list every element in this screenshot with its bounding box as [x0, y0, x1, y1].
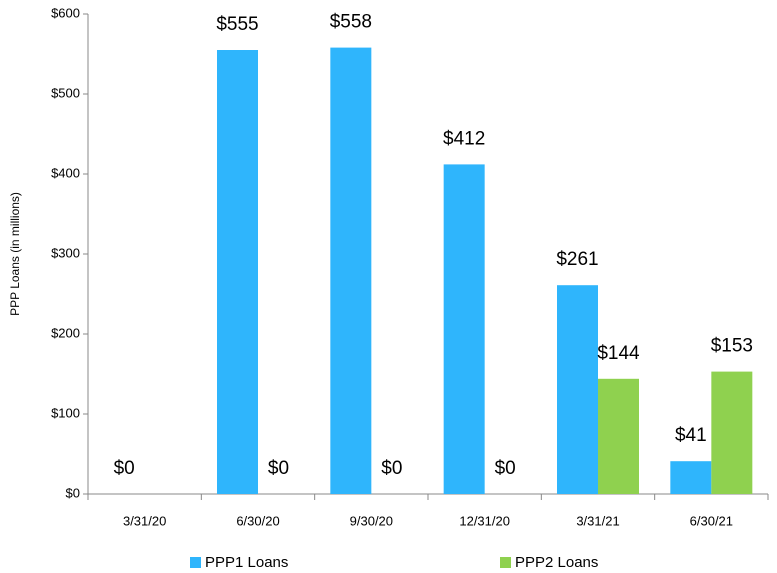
bar: [670, 461, 712, 494]
x-tick-label: 9/30/20: [350, 513, 393, 528]
value-label: $412: [443, 128, 485, 149]
value-label: $261: [556, 249, 598, 270]
value-label: $41: [675, 425, 707, 446]
x-tick-label: 3/31/21: [576, 513, 619, 528]
x-tick-label: 3/31/20: [123, 513, 166, 528]
bar: [711, 371, 753, 494]
value-label: $555: [216, 14, 258, 35]
y-tick-label: $400: [51, 165, 80, 180]
y-axis-label: PPP Loans (in millions): [8, 192, 22, 316]
value-label: $153: [711, 336, 753, 357]
bar: [217, 50, 258, 494]
bar: [330, 47, 372, 494]
y-tick-label: $200: [51, 325, 80, 340]
legend-label: PPP1 Loans: [205, 554, 288, 571]
x-tick-label: 6/30/20: [236, 513, 279, 528]
bar: [443, 164, 485, 494]
value-label: $558: [330, 12, 372, 33]
x-tick-label: 12/31/20: [459, 513, 510, 528]
y-tick-label: $500: [51, 85, 80, 100]
value-label: $0: [114, 458, 135, 479]
bar: [598, 378, 639, 494]
y-tick-label: $0: [66, 485, 80, 500]
value-label: $0: [495, 458, 516, 479]
bar: [557, 285, 598, 494]
legend-swatch: [500, 557, 511, 568]
y-tick-label: $300: [51, 245, 80, 260]
value-label: $0: [381, 458, 402, 479]
y-tick-label: $100: [51, 405, 80, 420]
legend-swatch: [190, 557, 201, 568]
legend-label: PPP2 Loans: [515, 554, 598, 571]
value-label: $144: [597, 343, 640, 364]
y-tick-label: $600: [51, 5, 80, 20]
x-tick-label: 6/30/21: [690, 513, 733, 528]
value-label: $0: [268, 458, 289, 479]
